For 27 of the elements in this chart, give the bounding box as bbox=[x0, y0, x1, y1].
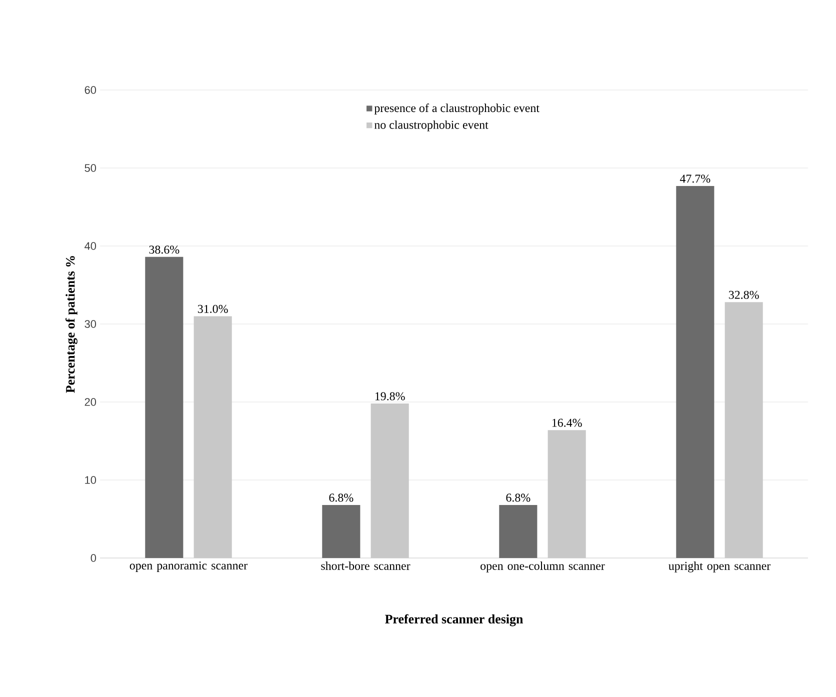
data-label: 47.7% bbox=[680, 174, 710, 183]
data-label: 16.4% bbox=[552, 418, 582, 427]
x-tick-label: upright open scanner bbox=[668, 562, 771, 572]
data-label: 6.8% bbox=[329, 494, 354, 502]
bar bbox=[145, 256, 184, 558]
data-label: 38.6% bbox=[149, 246, 180, 254]
bar bbox=[499, 504, 538, 558]
x-tick-label: open panoramic scanner bbox=[130, 562, 248, 572]
y-tick-label: 30 bbox=[84, 320, 96, 328]
x-axis-title: Preferred scanner design bbox=[385, 614, 523, 626]
legend-label: presence of a claustrophobic event bbox=[374, 104, 540, 115]
y-tick-label: 0 bbox=[90, 554, 96, 562]
data-label: 6.8% bbox=[506, 494, 530, 502]
y-tick-label: 10 bbox=[85, 476, 96, 484]
y-tick-label: 60 bbox=[84, 86, 96, 94]
y-axis-title: Percentage of patients % bbox=[65, 256, 78, 393]
bar bbox=[322, 504, 360, 558]
data-label: 32.8% bbox=[728, 290, 759, 299]
bar bbox=[676, 186, 714, 558]
data-label: 31.0% bbox=[198, 304, 228, 314]
data-label: 19.8% bbox=[375, 392, 405, 400]
x-tick-label: open one-column scanner bbox=[480, 562, 605, 572]
legend-label: no claustrophobic event bbox=[374, 120, 488, 132]
y-tick-label: 50 bbox=[84, 164, 96, 172]
y-tick-label: 20 bbox=[84, 398, 96, 406]
y-tick-label: 40 bbox=[84, 242, 96, 250]
x-tick-label: short-bore scanner bbox=[321, 562, 410, 570]
